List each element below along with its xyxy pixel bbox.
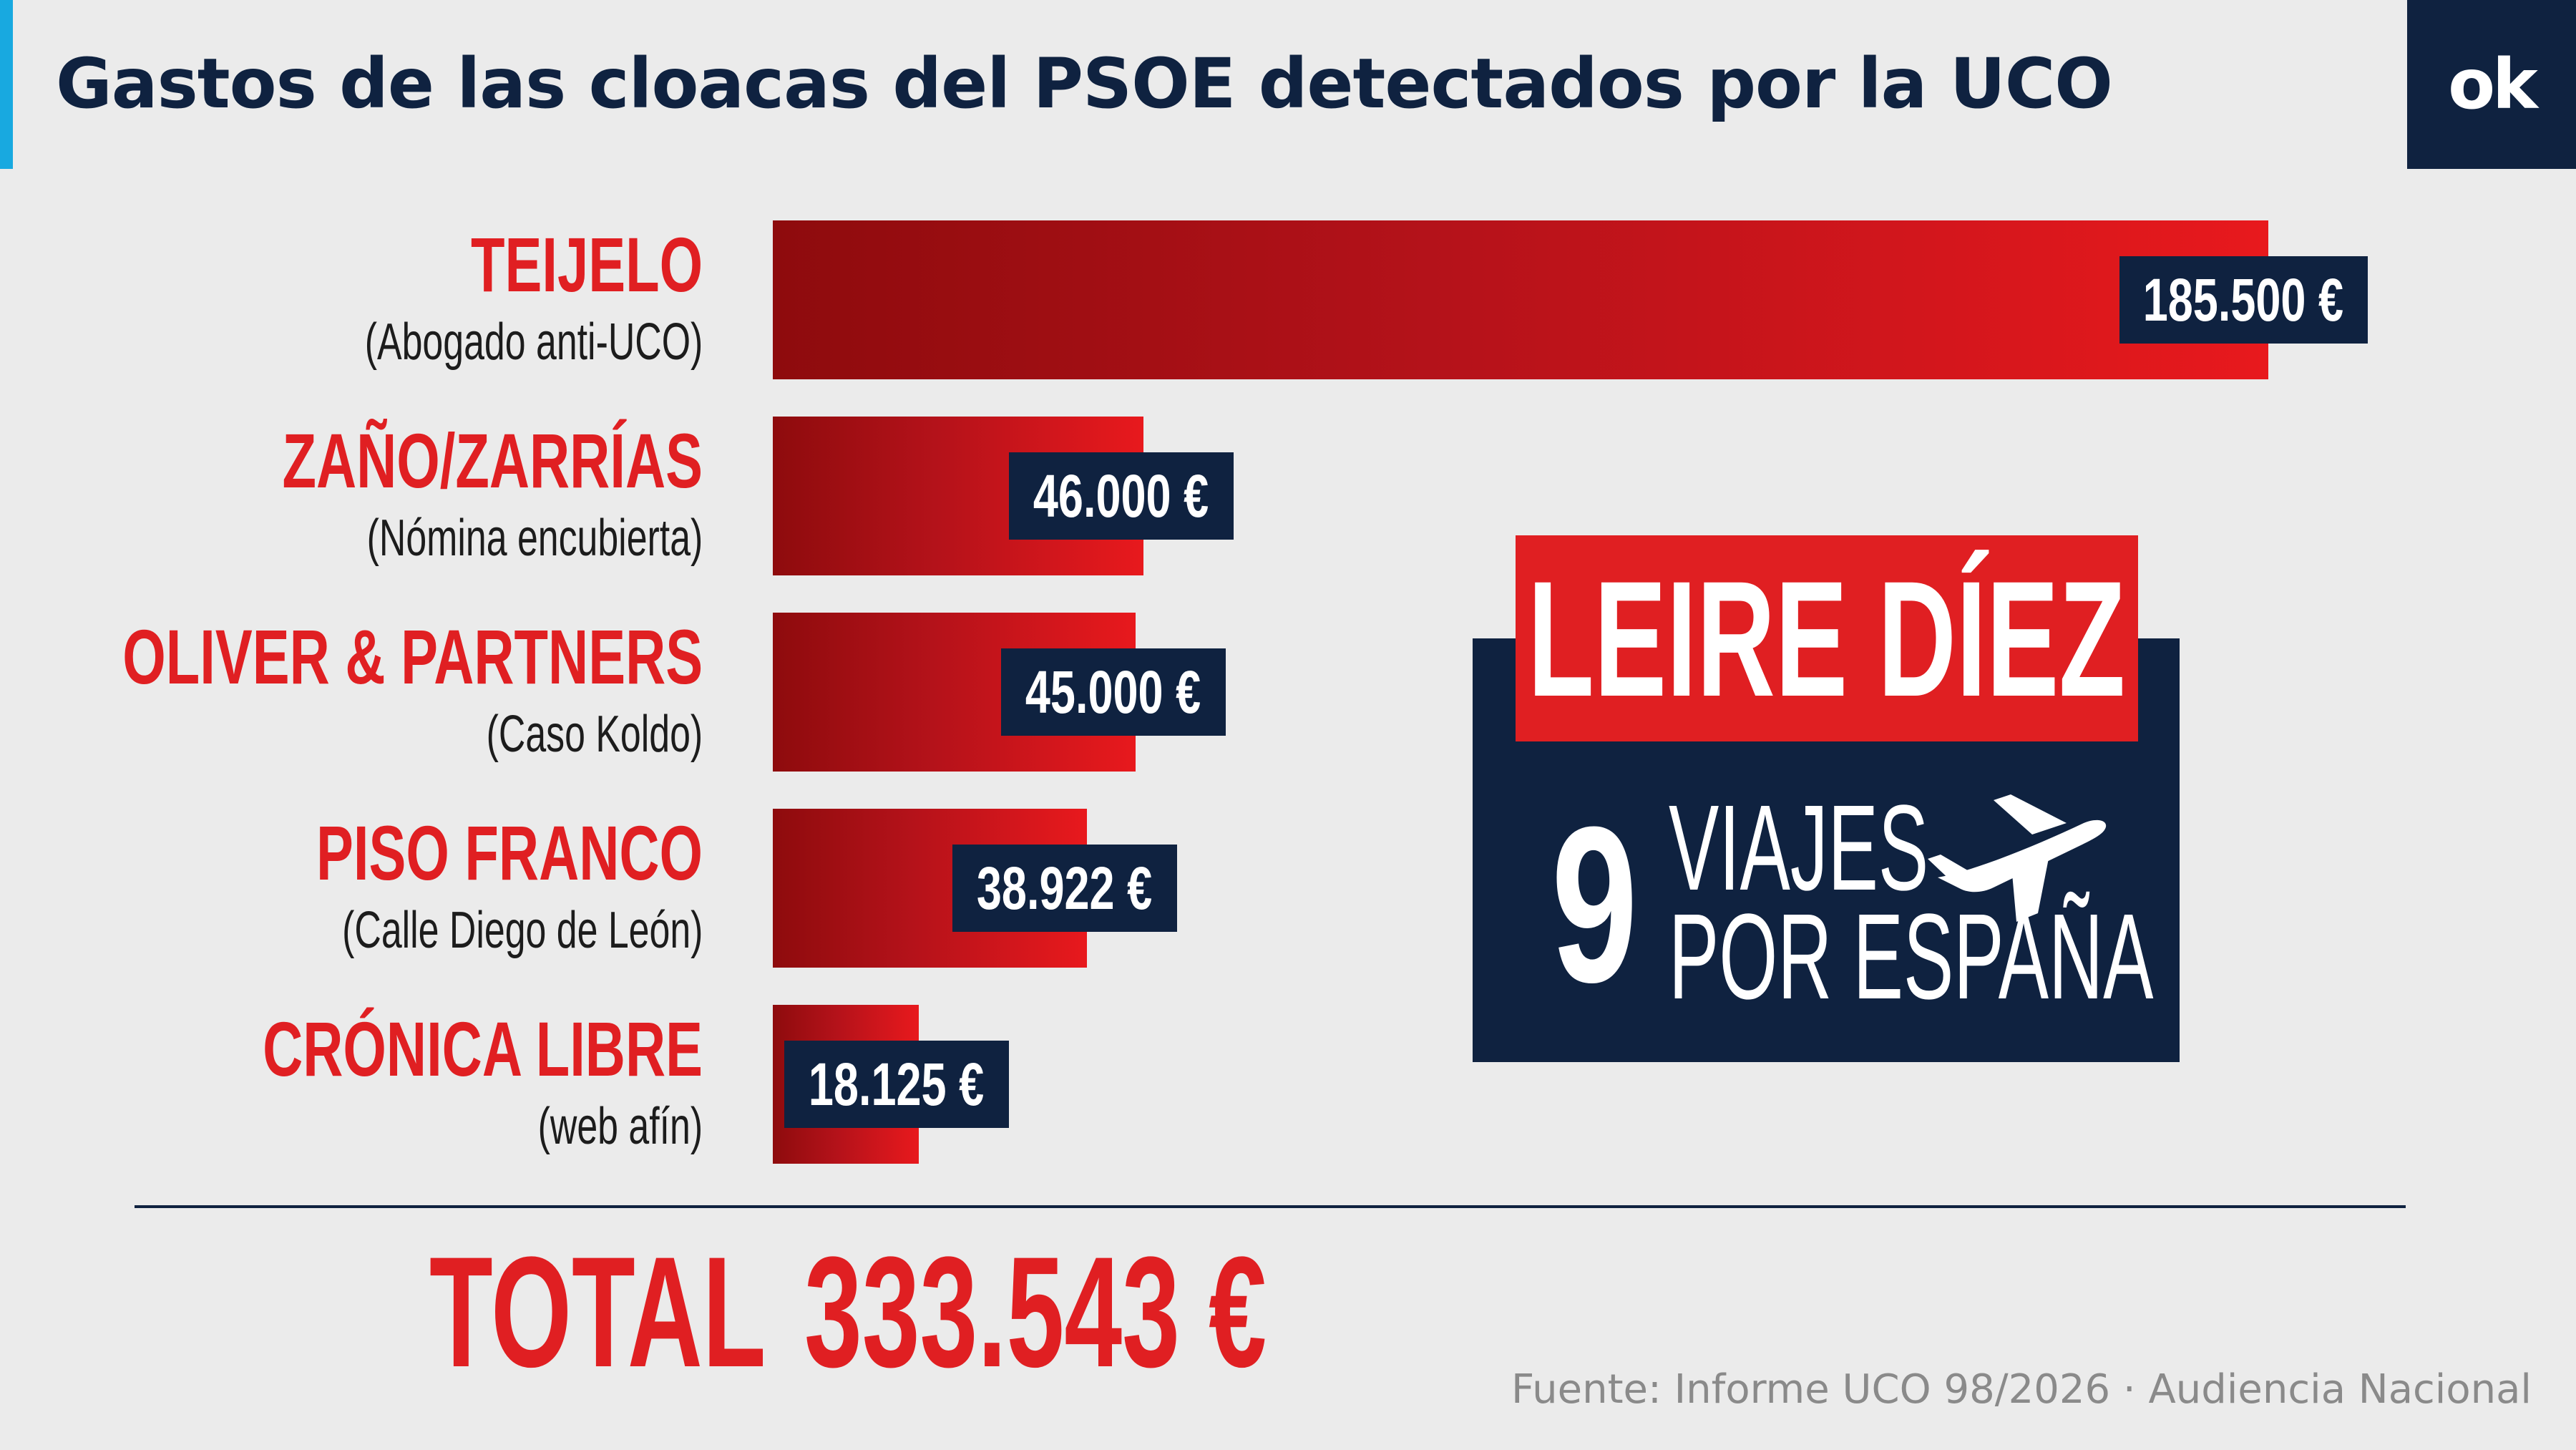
logo-text: ok — [2448, 44, 2538, 125]
value-label-text: 45.000 € — [1025, 658, 1201, 726]
trips-line-2: POR ESPAÑA — [1669, 889, 2154, 1025]
value-label: 38.922 € — [952, 845, 1177, 932]
value-label: 45.000 € — [1000, 648, 1226, 736]
value-label: 18.125 € — [784, 1041, 1009, 1128]
airplane-icon — [1928, 794, 2107, 922]
chart-title: Gastos de las cloacas del PSOE detectado… — [56, 44, 2113, 124]
category-sublabel: (Abogado anti-UCO) — [364, 313, 703, 371]
value-label: 46.000 € — [1008, 452, 1234, 540]
category-sublabel: (Calle Diego de León) — [341, 902, 703, 959]
category-label: PISO FRANCO — [316, 809, 703, 896]
value-label-text: 46.000 € — [1033, 462, 1209, 530]
callout-name: LEIRE DÍEZ — [1528, 546, 2126, 731]
category-sublabel: (Caso Koldo) — [486, 706, 703, 763]
category-label: CRÓNICA LIBRE — [263, 1006, 703, 1092]
category-sublabel: (Nómina encubierta) — [366, 510, 703, 567]
value-label-text: 18.125 € — [808, 1050, 985, 1118]
callout-name-box: LEIRE DÍEZ — [1516, 535, 2138, 741]
trips-line-1: VIAJES — [1669, 780, 1929, 916]
category-label: ZAÑO/ZARRÍAS — [282, 417, 703, 504]
value-label-text: 185.500 € — [2143, 266, 2344, 334]
total-label: TOTAL — [429, 1224, 766, 1400]
bar-1 — [773, 220, 2268, 379]
category-label: TEIJELO — [470, 221, 703, 308]
accent-bar — [0, 0, 13, 169]
value-label-text: 38.922 € — [976, 854, 1153, 922]
trip-count: 9 — [1551, 780, 1638, 1028]
source-note: Fuente: Informe UCO 98/2026 · Audiencia … — [1511, 1366, 2532, 1413]
value-label: 185.500 € — [2119, 256, 2368, 344]
total-value: 333.543 € — [804, 1224, 1267, 1400]
divider — [135, 1205, 2406, 1208]
category-sublabel: (web afín) — [537, 1098, 703, 1155]
category-label: OLIVER & PARTNERS — [122, 613, 703, 700]
ok-logo: ok — [2407, 0, 2576, 169]
